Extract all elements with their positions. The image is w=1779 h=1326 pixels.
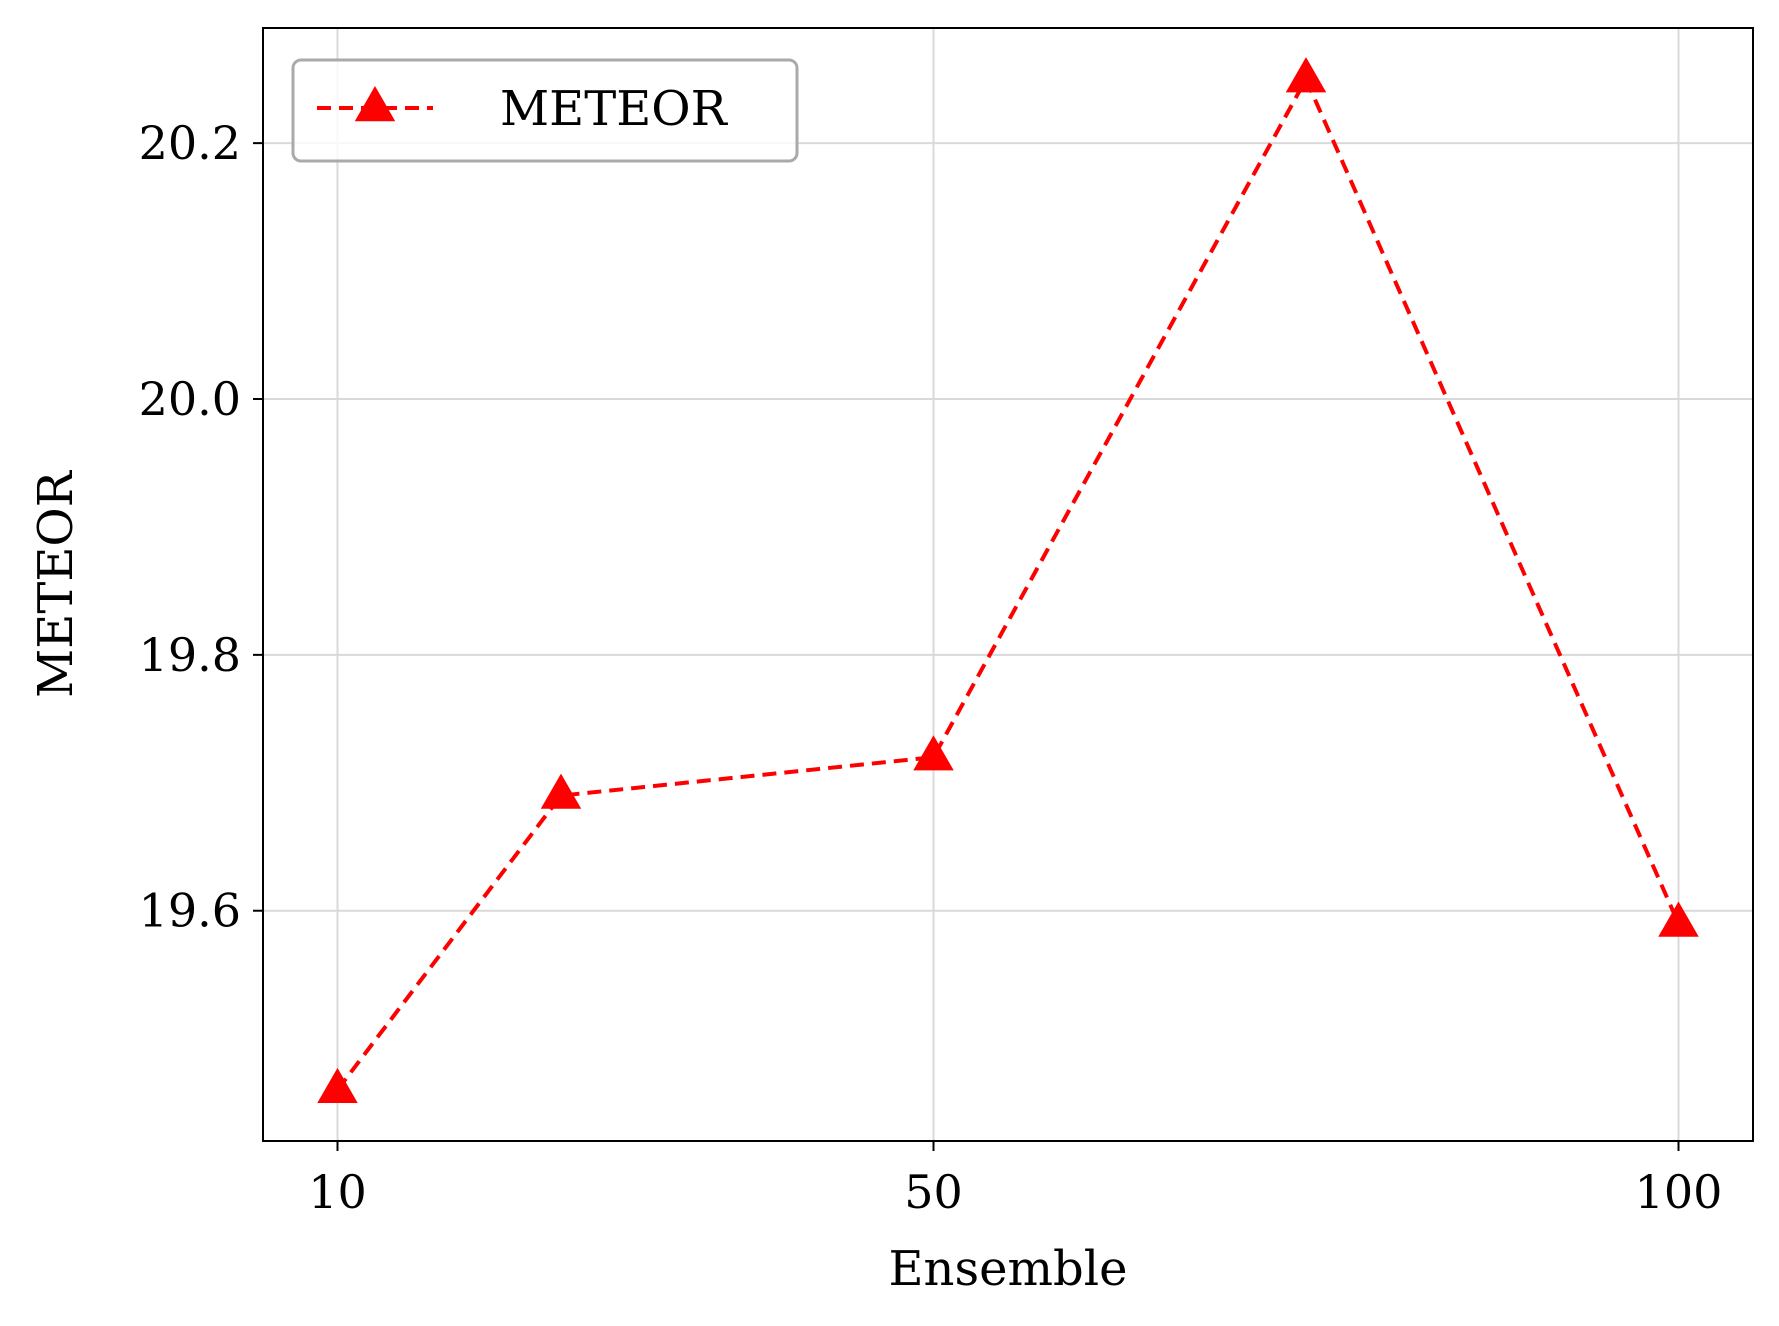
data-point-marker [1285, 57, 1327, 93]
y-tick-label: 19.8 [139, 628, 241, 682]
legend-triangle-marker-icon [354, 86, 396, 122]
x-tick-label: 100 [1635, 1165, 1723, 1219]
legend-box [291, 58, 799, 163]
plot-frame [262, 27, 1754, 1142]
x-tick-label: 10 [308, 1165, 367, 1219]
axis-ticks: 10 50 100 19.6 19.8 20.0 20.2 [139, 116, 1723, 1219]
series-line [335, 74, 1681, 1092]
data-point-marker [913, 735, 954, 771]
x-tick-label: 50 [904, 1165, 963, 1219]
legend-label: METEOR [500, 81, 729, 137]
legend: METEOR [291, 58, 799, 163]
y-tick-label: 20.0 [139, 372, 241, 426]
series-layer [317, 57, 1699, 1104]
y-axis-label: METEOR [28, 469, 84, 698]
x-axis-label: Ensemble [889, 1241, 1128, 1297]
data-point-marker [540, 773, 582, 809]
data-point-marker [1658, 901, 1699, 937]
data-point-marker [317, 1067, 358, 1104]
y-tick-label: 19.6 [139, 884, 241, 938]
y-tick-label: 20.2 [139, 116, 241, 170]
